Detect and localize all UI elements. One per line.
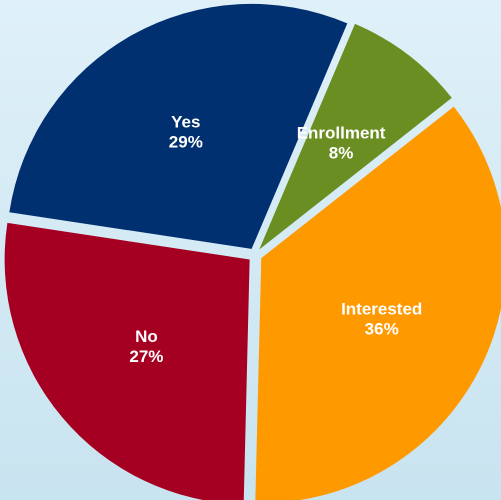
slice-value-yes: 29% [169, 132, 203, 151]
slice-label-yes: Yes [171, 112, 200, 131]
slice-value-enrollment: 8% [329, 143, 354, 162]
slice-label-enrollment: Enrollment [297, 123, 386, 142]
slice-value-interested: 36% [365, 320, 399, 339]
pie-slices [4, 3, 501, 500]
pie-slice-interested [255, 106, 501, 500]
pie-slice-enrollment [259, 23, 452, 250]
pie-slice-no [4, 222, 250, 500]
slice-label-interested: Interested [341, 300, 422, 319]
pie-slice-yes [9, 3, 348, 249]
slice-label-no: No [135, 327, 158, 346]
slice-value-no: 27% [129, 347, 163, 366]
